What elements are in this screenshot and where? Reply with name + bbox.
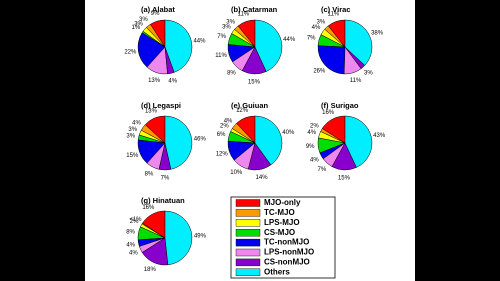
slice-label: 3% <box>134 22 143 28</box>
slice-label: 26% <box>313 68 326 74</box>
slice-label: 12% <box>236 108 249 114</box>
slice-label: 2% <box>220 124 229 130</box>
slice-label: 4% <box>307 130 316 136</box>
slice-label: 9% <box>151 11 160 17</box>
slice-label: 18% <box>144 267 157 273</box>
slice-label: 3% <box>316 19 325 25</box>
slice-label: 4% <box>224 118 233 124</box>
pie-title: (f) Surigao <box>321 101 359 110</box>
slice-label: 4% <box>168 79 177 85</box>
legend-swatch <box>235 258 261 267</box>
slice-label: 49% <box>194 234 207 240</box>
slice-label: 13% <box>145 109 158 115</box>
slice-label: 10% <box>230 170 243 176</box>
slice-label: 2% <box>130 219 139 225</box>
pie-title: (e) Guiuan <box>231 101 269 110</box>
slice-label: 40% <box>282 130 295 136</box>
slice-label: 3% <box>139 17 148 23</box>
legend-label: LPS-nonMJO <box>264 248 314 257</box>
slice-label: 14% <box>256 175 269 181</box>
slice-label: 11% <box>350 78 362 84</box>
slice-label: 12% <box>216 151 229 157</box>
slice-label: 7% <box>161 176 170 182</box>
slice-label: 13% <box>148 78 161 84</box>
pie-title: (b) Catarman <box>231 5 278 14</box>
pie-slice <box>254 115 283 166</box>
slice-label: 8% <box>126 229 135 235</box>
slice-label: 44% <box>283 37 296 43</box>
slice-label: 4% <box>312 25 321 31</box>
slice-label: 46% <box>194 137 207 143</box>
slice-label: 16% <box>322 110 335 116</box>
legend-label: Others <box>264 267 290 276</box>
slice-label: 15% <box>338 176 351 182</box>
legend-label: CS-MJO <box>264 228 295 237</box>
pie-slice <box>164 19 193 73</box>
slice-label: 16% <box>142 205 155 211</box>
pie-slice <box>164 210 193 266</box>
slice-label: 3% <box>222 24 231 30</box>
slice-label: 43% <box>373 133 386 139</box>
legend-swatch <box>235 248 261 257</box>
slice-label: 8% <box>227 70 236 76</box>
slice-label: 4% <box>129 251 138 257</box>
legend-label: CS-nonMJO <box>264 258 310 267</box>
slice-label: 4% <box>132 120 141 126</box>
legend-swatch <box>235 209 261 217</box>
slice-label: 3% <box>128 127 137 133</box>
pie-slice <box>344 19 373 66</box>
slice-label: 15% <box>126 153 139 159</box>
slice-label: 6% <box>217 132 226 138</box>
slice-label: 22% <box>124 50 137 56</box>
slice-label: 7% <box>307 36 316 42</box>
legend-label: LPS-MJO <box>264 218 300 227</box>
legend-swatch <box>235 268 261 276</box>
pie-title: (g) Hinatuan <box>141 196 185 205</box>
pie-slice <box>254 19 283 72</box>
slice-label: 7% <box>217 34 226 40</box>
slice-label: 1% <box>132 25 141 31</box>
pie-slice <box>164 115 193 170</box>
slice-label: 4% <box>126 242 135 248</box>
pie-slice <box>344 115 373 168</box>
legend-label: TC-nonMJO <box>264 238 309 247</box>
legend-swatch <box>235 228 261 237</box>
slice-label: 15% <box>248 80 261 86</box>
pie-title: (a) Alabat <box>141 5 175 14</box>
slice-label: 44% <box>193 39 206 45</box>
pie-title: (c) Virac <box>321 5 350 14</box>
slice-label: 11% <box>238 12 250 18</box>
pie-slice <box>317 45 346 75</box>
slice-label: 11% <box>215 53 227 59</box>
slice-label: 7% <box>318 167 327 173</box>
slice-label: 3% <box>126 133 135 139</box>
slice-label: 38% <box>371 31 384 37</box>
legend-label: MJO-only <box>264 198 301 207</box>
pie-title: (d) Legaspi <box>141 101 181 110</box>
slice-label: 4% <box>310 157 319 163</box>
pie-slice <box>137 32 166 68</box>
slice-label: 3% <box>226 19 235 25</box>
slice-label: 3% <box>364 71 373 77</box>
slice-label: 2% <box>310 124 319 130</box>
legend-label: TC-MJO <box>264 208 295 217</box>
legend-swatch <box>235 199 261 207</box>
slice-label: 8% <box>145 172 154 178</box>
legend-swatch <box>235 219 261 227</box>
slice-label: 11% <box>328 12 340 18</box>
slice-label: <1% <box>129 217 142 223</box>
legend-swatch <box>235 238 261 247</box>
slice-label: 9% <box>306 144 315 150</box>
